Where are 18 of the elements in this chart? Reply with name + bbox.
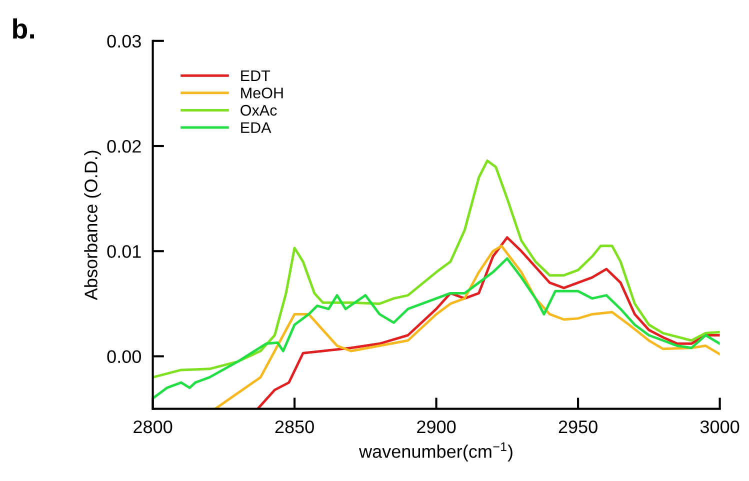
y-tick-label: 0.03 xyxy=(107,34,141,48)
y-tick-label: 0.01 xyxy=(107,245,141,258)
legend-label: OxAc xyxy=(240,104,277,116)
legend-label: EDT xyxy=(241,70,270,81)
line-series xyxy=(152,159,720,379)
x-tick-label: 2950 xyxy=(558,420,598,434)
y-tick-label: 0.00 xyxy=(107,350,141,364)
x-tick-label: 3000 xyxy=(700,420,740,434)
legend-label: EDA xyxy=(241,122,272,133)
legend-label: MeOH xyxy=(241,88,283,98)
x-tick-label: 2800 xyxy=(134,420,172,434)
y-axis-title: Absorbance (O.D.) xyxy=(84,150,101,300)
x-axis-title: wavenumber(cm$^{−1}$) xyxy=(358,442,512,462)
y-tick-label: 0.02 xyxy=(107,140,141,153)
text: b. xyxy=(13,18,34,39)
x-tick-label: 2900 xyxy=(417,420,456,434)
line-series xyxy=(152,257,720,400)
x-tick-label: 2850 xyxy=(275,420,314,434)
